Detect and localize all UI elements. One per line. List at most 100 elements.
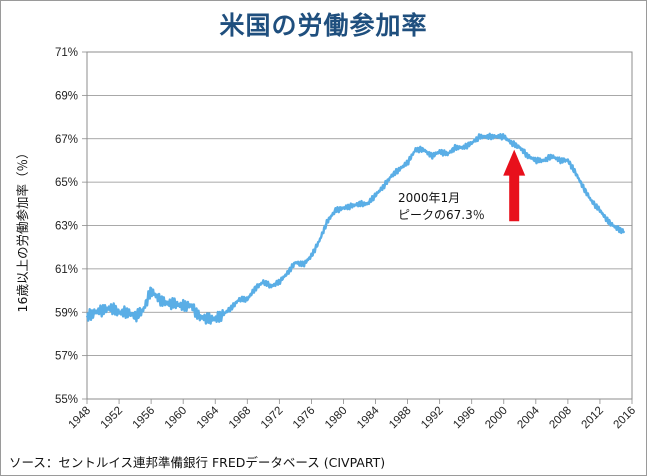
- data-point: [286, 272, 289, 275]
- x-tick-label: 2000: [483, 405, 510, 432]
- data-point: [494, 135, 497, 138]
- x-tick-label: 1956: [131, 405, 158, 432]
- data-point: [454, 146, 457, 149]
- data-point: [94, 311, 97, 314]
- data-point: [198, 315, 201, 318]
- data-point: [86, 315, 88, 318]
- x-tick-label: 1988: [387, 405, 414, 432]
- x-tick-label: 1960: [163, 405, 190, 432]
- data-point: [366, 202, 369, 205]
- peak-annotation: 2000年1月 ピークの67.3％: [398, 149, 526, 222]
- data-point: [278, 280, 281, 283]
- peak-arrow: [503, 149, 526, 222]
- data-point: [590, 200, 593, 203]
- data-point: [118, 311, 121, 314]
- data-point: [158, 298, 161, 301]
- annotation-line-2: ピークの67.3％: [398, 208, 485, 222]
- data-point: [230, 306, 233, 309]
- data-point: [510, 142, 513, 145]
- data-point: [182, 304, 185, 307]
- x-tick-label: 1992: [419, 405, 446, 432]
- source-note: ソース：セントルイス連邦準備銀行 FREDデータベース (CIVPART): [9, 455, 386, 470]
- data-point: [446, 152, 449, 155]
- data-point: [406, 161, 409, 164]
- y-tick-label: 63%: [55, 221, 78, 233]
- data-point: [134, 315, 137, 318]
- data-point: [438, 150, 441, 153]
- data-point: [166, 302, 169, 305]
- data-point: [326, 220, 329, 223]
- y-axis-label: 16歳以上の労働参加率（％）: [15, 147, 30, 313]
- data-point: [614, 226, 617, 229]
- data-point: [126, 311, 129, 314]
- data-point: [254, 287, 257, 290]
- y-tick-label: 71%: [55, 47, 78, 59]
- data-point: [518, 146, 521, 149]
- data-point: [294, 261, 297, 264]
- data-point: [470, 142, 473, 145]
- x-tick-label: 2016: [612, 405, 639, 432]
- data-point: [486, 135, 489, 138]
- data-point: [462, 146, 465, 149]
- data-point: [174, 302, 177, 305]
- data-point: [398, 168, 401, 171]
- data-point: [310, 254, 313, 257]
- data-point: [302, 263, 305, 266]
- x-tick-label: 1948: [67, 405, 94, 432]
- data-point: [598, 209, 601, 212]
- y-tick-label: 59%: [55, 307, 78, 319]
- data-point: [622, 231, 625, 234]
- data-point: [222, 313, 225, 316]
- data-point: [102, 309, 105, 312]
- data-point: [566, 159, 569, 162]
- data-point: [542, 159, 545, 162]
- y-tick-label: 61%: [55, 264, 78, 276]
- y-tick-label: 67%: [55, 134, 78, 146]
- x-tick-label: 1964: [195, 404, 222, 431]
- data-point: [478, 135, 481, 138]
- data-point: [422, 148, 425, 151]
- x-tick-label: 1976: [291, 405, 318, 432]
- x-tick-label: 1952: [99, 405, 126, 432]
- data-point: [534, 159, 537, 162]
- data-point: [190, 304, 193, 307]
- data-point: [430, 155, 433, 158]
- x-tick-label: 1984: [355, 404, 382, 431]
- data-point: [502, 135, 505, 138]
- data-point: [110, 306, 113, 309]
- y-tick-label: 55%: [55, 394, 78, 406]
- y-tick-label: 65%: [55, 177, 78, 189]
- data-point: [334, 209, 337, 212]
- data-point: [214, 317, 217, 320]
- data-point: [382, 185, 385, 188]
- x-tick-label: 1996: [451, 405, 478, 432]
- data-point: [142, 309, 145, 312]
- data-point: [390, 174, 393, 177]
- x-tick-label: 2004: [515, 404, 542, 431]
- data-point: [558, 159, 561, 162]
- data-point: [582, 187, 585, 190]
- x-tick-label: 1980: [323, 405, 350, 432]
- data-point: [262, 280, 265, 283]
- data-point: [150, 289, 153, 292]
- data-point: [574, 172, 577, 175]
- y-tick-label: 57%: [55, 351, 78, 363]
- data-point: [374, 194, 377, 197]
- x-tick-label: 1972: [259, 405, 286, 432]
- data-point: [526, 155, 529, 158]
- y-axis-ticks: 55% 57% 59% 61% 63% 65% 67% 69% 71%: [55, 47, 78, 406]
- y-tick-label: 69%: [55, 90, 78, 102]
- data-point: [318, 239, 321, 242]
- x-axis-ticks: 1948 1952 1956 1960 1964 1968 1972 1976 1980 1984…: [67, 404, 639, 431]
- annotation-line-1: 2000年1月: [398, 191, 460, 205]
- data-point: [342, 207, 345, 210]
- series-line-0: [86, 132, 625, 325]
- x-tick-label: 2012: [579, 405, 606, 432]
- x-tick-label: 2008: [547, 405, 574, 432]
- data-point: [270, 285, 273, 288]
- data-point: [550, 155, 553, 158]
- data-point: [414, 148, 417, 151]
- chart-title: 米国の労働参加率: [219, 11, 428, 40]
